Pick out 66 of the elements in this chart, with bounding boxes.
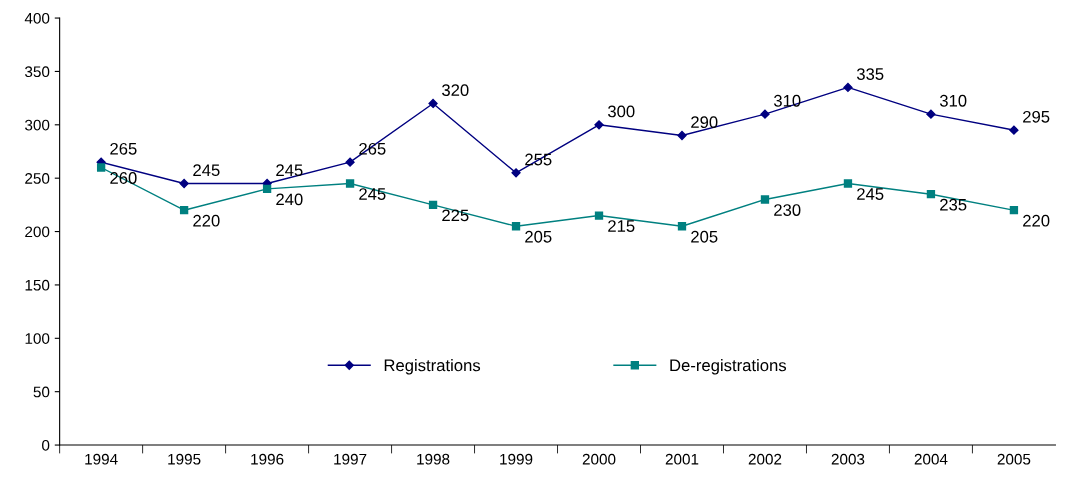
x-tick-label: 1999 bbox=[500, 453, 533, 465]
point bbox=[1009, 125, 1019, 135]
data-label: 245 bbox=[359, 188, 386, 200]
point bbox=[843, 82, 853, 93]
point bbox=[594, 120, 604, 130]
y-tick-label: 100 bbox=[25, 333, 50, 344]
data-label: 290 bbox=[691, 116, 718, 129]
point bbox=[926, 190, 936, 199]
point bbox=[179, 206, 189, 215]
y-tick-label: 400 bbox=[24, 12, 50, 24]
point bbox=[677, 130, 687, 141]
x-tick-label: 1997 bbox=[334, 453, 367, 465]
point bbox=[926, 109, 936, 119]
point bbox=[843, 179, 853, 188]
data-label: 245 bbox=[857, 188, 884, 200]
x-tick-label: 1995 bbox=[168, 453, 201, 465]
data-label: 245 bbox=[193, 164, 220, 177]
data-label: 310 bbox=[773, 94, 801, 107]
x-tick-label: 1994 bbox=[85, 453, 118, 465]
legend-label: De-registrations bbox=[670, 359, 787, 375]
y-tick-label: 250 bbox=[25, 173, 50, 184]
point bbox=[1009, 206, 1019, 215]
data-label: 295 bbox=[1023, 110, 1050, 123]
y-tick-label: 200 bbox=[25, 226, 50, 238]
data-label: 225 bbox=[442, 209, 469, 222]
x-tick-label: 2002 bbox=[748, 453, 782, 465]
x-tick-label: 2005 bbox=[997, 453, 1031, 465]
x-tick-label: 1996 bbox=[251, 453, 284, 465]
point bbox=[96, 163, 106, 172]
point bbox=[262, 184, 272, 194]
data-label: 230 bbox=[774, 204, 801, 216]
data-label: 220 bbox=[1023, 214, 1050, 227]
data-label: 300 bbox=[607, 105, 635, 118]
x-tick-label: 2000 bbox=[582, 453, 616, 465]
data-label: 205 bbox=[525, 230, 552, 243]
data-label: 205 bbox=[691, 230, 718, 243]
point bbox=[594, 211, 604, 220]
y-tick-label: 350 bbox=[25, 66, 50, 78]
data-label: 240 bbox=[276, 193, 303, 206]
point bbox=[428, 98, 438, 109]
point bbox=[345, 179, 355, 188]
x-tick-label: 2001 bbox=[665, 453, 699, 465]
data-label: 310 bbox=[939, 94, 967, 107]
point bbox=[511, 168, 521, 178]
x-tick-label: 1998 bbox=[417, 453, 450, 465]
point bbox=[760, 195, 770, 204]
data-label: 335 bbox=[856, 68, 884, 80]
legend-label: Registrations bbox=[384, 359, 481, 375]
point bbox=[677, 222, 687, 231]
y-tick-label: 300 bbox=[25, 119, 50, 131]
point bbox=[428, 200, 438, 210]
point bbox=[345, 157, 355, 167]
data-label: 320 bbox=[442, 84, 469, 96]
data-label: 265 bbox=[110, 142, 137, 155]
x-tick-label: 2004 bbox=[914, 453, 948, 465]
point bbox=[760, 109, 770, 119]
y-tick-label: 50 bbox=[33, 386, 50, 398]
data-label: 215 bbox=[608, 220, 635, 232]
point bbox=[511, 222, 521, 231]
data-label: 220 bbox=[193, 214, 220, 227]
y-tick-label: 0 bbox=[42, 439, 50, 451]
point bbox=[179, 178, 189, 189]
data-label: 235 bbox=[940, 198, 967, 211]
data-label: 245 bbox=[276, 164, 303, 177]
y-tick-label: 150 bbox=[25, 279, 50, 291]
x-tick-label: 2003 bbox=[831, 453, 865, 465]
